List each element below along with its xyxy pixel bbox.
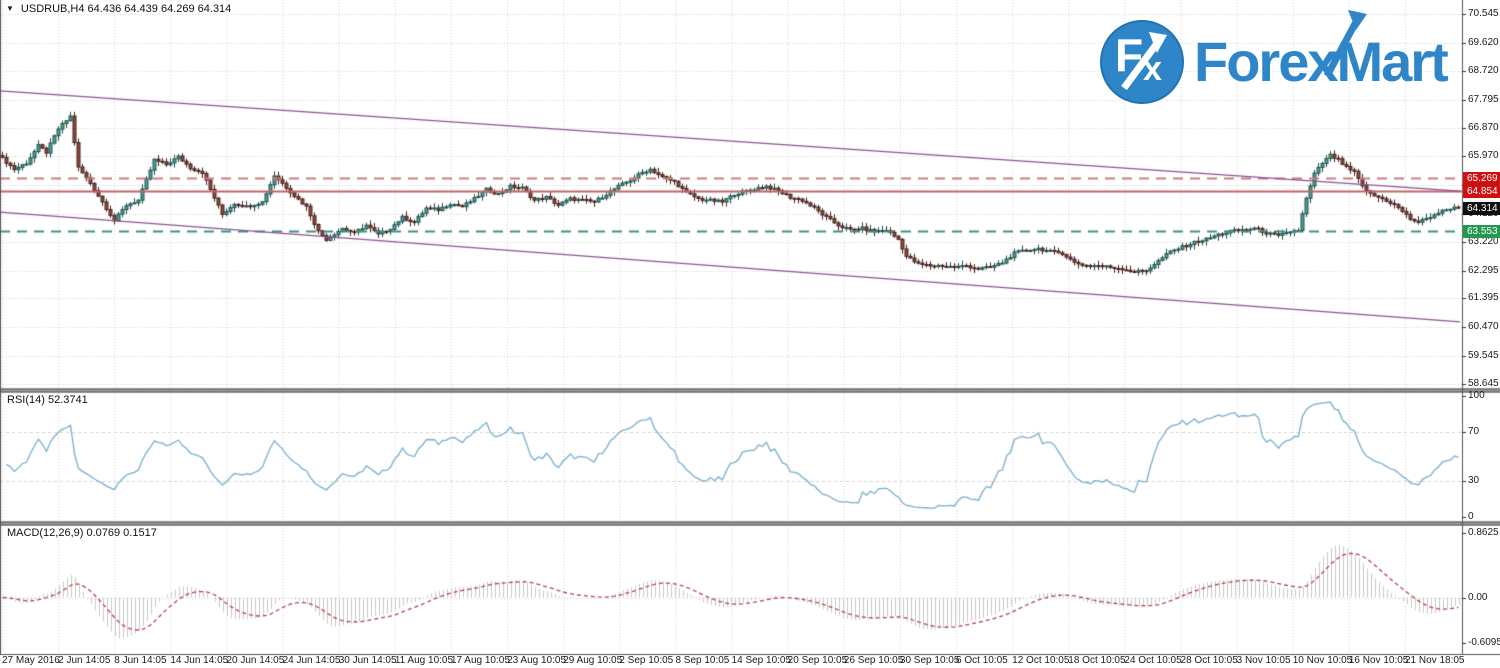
chevron-down-icon[interactable]: ▼ <box>6 4 14 13</box>
price-tick-label: 65.970 <box>1468 150 1499 161</box>
time-tick-label: 16 Nov 10:05 <box>1348 655 1409 666</box>
logo-arrow-up-icon <box>1121 32 1167 91</box>
time-tick-label: 2 Jun 14:05 <box>58 655 111 666</box>
time-tick-label: 3 Nov 10:05 <box>1236 655 1291 666</box>
price-badge: 64.854 <box>1463 184 1500 198</box>
macd-tick-label: 0.8625 <box>1468 527 1499 538</box>
rsi-tick-label: 30 <box>1468 475 1480 486</box>
time-tick-label: 24 Jun 14:05 <box>282 655 341 666</box>
time-tick-label: 8 Sep 10:05 <box>675 655 730 666</box>
symbol-title: ▼ USDRUB,H4 64.436 64.439 64.269 64.314 <box>6 3 231 15</box>
price-tick-label: 68.720 <box>1468 65 1499 76</box>
wordmark-art: art <box>1381 30 1449 93</box>
time-tick-label: 2 Sep 10:05 <box>619 655 674 666</box>
forexmart-logo-icon: F x <box>1100 20 1184 104</box>
time-tick-label: 17 Aug 10:05 <box>450 655 510 666</box>
rsi-tick-label: 70 <box>1468 426 1480 437</box>
price-tick-label: 67.795 <box>1468 94 1499 105</box>
time-tick-label: 27 May 2016 <box>2 655 60 666</box>
price-tick-label: 66.870 <box>1468 122 1499 133</box>
time-tick-label: 24 Oct 10:05 <box>1124 655 1182 666</box>
time-tick-label: 14 Jun 14:05 <box>170 655 229 666</box>
time-tick-label: 10 Nov 10:05 <box>1292 655 1353 666</box>
price-tick-label: 62.295 <box>1468 265 1499 276</box>
macd-indicator-label: MACD(12,26,9) 0.0769 0.1517 <box>7 527 157 539</box>
price-tick-label: 59.545 <box>1468 350 1499 361</box>
price-badge: 65.269 <box>1463 171 1500 185</box>
time-tick-label: 20 Jun 14:05 <box>226 655 285 666</box>
symbol-quote-text: USDRUB,H4 64.436 64.439 64.269 64.314 <box>20 3 232 15</box>
time-tick-label: 14 Sep 10:05 <box>731 655 792 666</box>
time-tick-label: 21 Nov 18:05 <box>1405 655 1465 666</box>
forexmart-wordmark: Forex Mart <box>1194 10 1449 90</box>
price-tick-label: 70.545 <box>1468 8 1499 19</box>
time-tick-label: 26 Sep 10:05 <box>843 655 904 666</box>
macd-tick-label: -0.6095 <box>1468 637 1500 648</box>
time-tick-label: 18 Oct 10:05 <box>1068 655 1126 666</box>
time-tick-label: 20 Sep 10:05 <box>787 655 848 666</box>
time-tick-label: 29 Aug 10:05 <box>563 655 623 666</box>
time-tick-label: 11 Aug 10:05 <box>394 655 454 666</box>
time-tick-label: 12 Oct 10:05 <box>1012 655 1070 666</box>
rsi-tick-label: 0 <box>1468 511 1474 522</box>
time-tick-label: 8 Jun 14:05 <box>114 655 167 666</box>
price-badge: 63.553 <box>1463 224 1500 238</box>
rsi-tick-label: 100 <box>1468 390 1485 401</box>
price-tick-label: 61.395 <box>1468 292 1499 303</box>
time-tick-label: 28 Oct 10:05 <box>1180 655 1238 666</box>
price-tick-label: 60.470 <box>1468 321 1499 332</box>
time-tick-label: 6 Oct 10:05 <box>956 655 1008 666</box>
macd-tick-label: 0.00 <box>1468 592 1488 603</box>
forexmart-logo: F x Forex Mart <box>1098 10 1449 110</box>
time-tick-label: 30 Sep 10:05 <box>899 655 960 666</box>
price-tick-label: 58.645 <box>1468 378 1499 389</box>
time-tick-label: 30 Jun 14:05 <box>338 655 397 666</box>
price-badge: 64.314 <box>1463 201 1500 215</box>
wordmark-arrow-icon <box>1323 10 1367 78</box>
wordmark-forex: Forex <box>1194 30 1338 93</box>
time-tick-label: 23 Aug 10:05 <box>507 655 567 666</box>
rsi-indicator-label: RSI(14) 52.3741 <box>7 394 88 406</box>
price-tick-label: 63.220 <box>1468 236 1499 247</box>
price-tick-label: 69.620 <box>1468 37 1499 48</box>
